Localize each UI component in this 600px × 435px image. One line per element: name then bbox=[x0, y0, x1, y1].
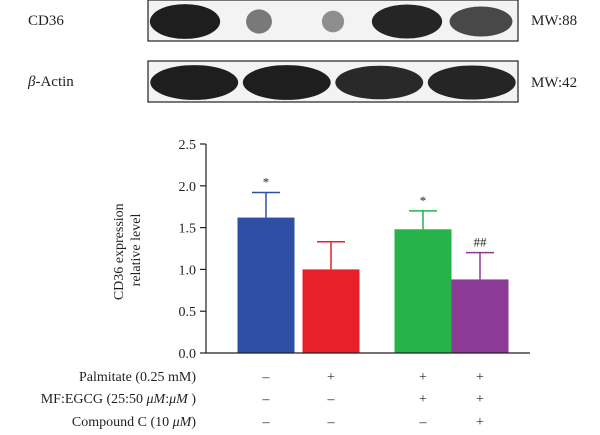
blot-cd36-mw: MW:88 bbox=[531, 13, 577, 29]
blot-actin: β-Actin MW:42 bbox=[27, 60, 577, 103]
blot-band bbox=[321, 10, 345, 33]
condition-symbol: – bbox=[419, 415, 428, 430]
condition-symbol: + bbox=[476, 392, 484, 407]
blot-band bbox=[246, 9, 272, 34]
blot-band bbox=[371, 4, 443, 39]
condition-symbol: + bbox=[327, 370, 335, 385]
blot-band bbox=[427, 65, 516, 100]
condition-table: Palmitate (0.25 mM) MF:EGCG (25:50 μM:μM… bbox=[41, 370, 484, 430]
y-axis-label: CD36 expression relative level bbox=[112, 200, 144, 300]
bar bbox=[237, 217, 295, 353]
condition-symbol: + bbox=[419, 392, 427, 407]
y-tick-label: 2.0 bbox=[179, 180, 197, 195]
condition-symbol: – bbox=[262, 370, 271, 385]
condition-label-mf-egcg: MF:EGCG (25:50 μM:μM ) bbox=[41, 392, 197, 407]
y-axis: 0.0 0.5 1.0 1.5 2.0 2.5 bbox=[179, 138, 207, 362]
blot-band bbox=[449, 6, 513, 37]
condition-symbol: + bbox=[419, 370, 427, 385]
significance-marker: * bbox=[263, 174, 270, 189]
blot-cd36-bands bbox=[149, 4, 513, 39]
bar bbox=[451, 279, 509, 353]
condition-symbol: + bbox=[476, 415, 484, 430]
significance-marker: * bbox=[420, 193, 427, 208]
y-tick-label: 1.5 bbox=[179, 222, 197, 237]
condition-label-compound-c: Compound C (10 μM) bbox=[72, 415, 196, 430]
condition-symbol: – bbox=[262, 415, 271, 430]
y-tick-label: 0.5 bbox=[179, 305, 197, 320]
y-tick-label: 2.5 bbox=[179, 138, 197, 153]
blot-actin-mw: MW:42 bbox=[531, 75, 577, 91]
blot-actin-bands bbox=[150, 65, 516, 100]
condition-label-palmitate: Palmitate (0.25 mM) bbox=[79, 370, 196, 385]
blot-actin-label: β-Actin bbox=[27, 74, 74, 90]
bar bbox=[302, 269, 360, 353]
bar-chart: CD36 expression relative level 0.0 0.5 1.0… bbox=[112, 138, 530, 362]
y-tick-label: 1.0 bbox=[179, 263, 197, 278]
blot-cd36-label: CD36 bbox=[28, 13, 64, 29]
condition-symbol: – bbox=[262, 392, 271, 407]
bar bbox=[394, 229, 452, 353]
blot-band bbox=[149, 4, 221, 39]
condition-symbol: – bbox=[327, 392, 336, 407]
blot-band bbox=[150, 65, 239, 100]
significance-marker: ## bbox=[474, 235, 488, 250]
condition-symbol: – bbox=[327, 415, 336, 430]
blot-band bbox=[335, 65, 424, 100]
bars: * * ## bbox=[237, 174, 509, 353]
y-tick-label: 0.0 bbox=[179, 347, 197, 362]
blot-cd36: CD36 MW:88 bbox=[28, 0, 577, 42]
condition-symbol: + bbox=[476, 370, 484, 385]
blot-band bbox=[242, 65, 331, 100]
